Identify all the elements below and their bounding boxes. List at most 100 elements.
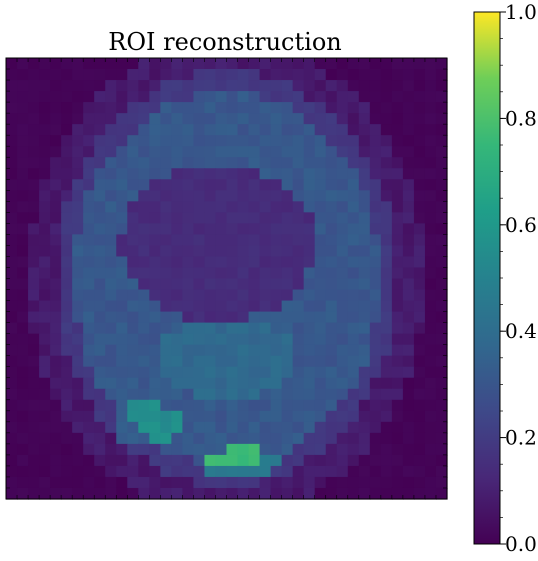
heatmap-cell [293, 477, 305, 489]
heatmap-cell [6, 146, 18, 158]
heatmap-cell [149, 168, 161, 180]
heatmap-cell [193, 234, 205, 246]
heatmap-cell [359, 444, 371, 456]
heatmap-cell [370, 245, 382, 257]
heatmap-cell [436, 267, 448, 279]
heatmap-cell [249, 157, 261, 169]
heatmap-cell [238, 334, 250, 346]
heatmap-cell [204, 290, 216, 302]
heatmap-cell [315, 312, 327, 324]
heatmap-cell [414, 102, 426, 114]
heatmap-cell [204, 69, 216, 81]
heatmap-cell [182, 124, 194, 136]
heatmap-cell [414, 356, 426, 368]
heatmap-cell [215, 256, 227, 268]
heatmap-cell [293, 190, 305, 202]
heatmap-cell [326, 422, 338, 434]
heatmap-cell [182, 223, 194, 235]
heatmap-cell [61, 389, 73, 401]
heatmap-cell [414, 168, 426, 180]
heatmap-cell [337, 400, 349, 412]
heatmap-cell [28, 91, 40, 103]
heatmap-cell [326, 477, 338, 489]
heatmap-cell [17, 157, 29, 169]
heatmap-cell [293, 69, 305, 81]
heatmap-cell [182, 102, 194, 114]
heatmap-cell [50, 422, 62, 434]
heatmap-cell [315, 124, 327, 136]
heatmap-cell [381, 135, 393, 147]
heatmap-cell [105, 113, 117, 125]
heatmap-cell [83, 279, 95, 291]
heatmap-cell [171, 367, 183, 379]
heatmap-cell [83, 323, 95, 335]
heatmap-cell [50, 80, 62, 92]
heatmap-cell [127, 488, 139, 500]
heatmap-cell [227, 334, 239, 346]
heatmap-cell [6, 113, 18, 125]
heatmap-cell [127, 124, 139, 136]
heatmap-cell [160, 113, 172, 125]
heatmap-cell [381, 113, 393, 125]
heatmap-cell [50, 267, 62, 279]
heatmap-cell [359, 69, 371, 81]
heatmap-cell [193, 301, 205, 313]
heatmap-cell [39, 444, 51, 456]
heatmap-cell [359, 179, 371, 191]
heatmap-cell [315, 146, 327, 158]
heatmap-cell [105, 312, 117, 324]
heatmap-cell [204, 422, 216, 434]
heatmap-cell [50, 245, 62, 257]
heatmap-cell [72, 91, 84, 103]
heatmap-cell [83, 168, 95, 180]
heatmap-cell [337, 179, 349, 191]
heatmap-cell [204, 102, 216, 114]
heatmap-cell [403, 290, 415, 302]
heatmap-cell [260, 411, 272, 423]
heatmap-cell [249, 168, 261, 180]
heatmap-cell [260, 58, 272, 70]
heatmap-cell [271, 345, 283, 357]
heatmap-cell [149, 69, 161, 81]
heatmap-cell [315, 135, 327, 147]
heatmap-cell [17, 290, 29, 302]
heatmap-cell [105, 422, 117, 434]
heatmap-cell [304, 102, 316, 114]
heatmap-cell [17, 223, 29, 235]
heatmap-cell [138, 256, 150, 268]
heatmap-cell [282, 124, 294, 136]
heatmap-cell [392, 466, 404, 478]
heatmap-cell [182, 245, 194, 257]
heatmap-cell [249, 356, 261, 368]
heatmap-cell [28, 113, 40, 125]
heatmap-cell [282, 334, 294, 346]
heatmap-cell [249, 290, 261, 302]
heatmap-cell [138, 179, 150, 191]
heatmap-cell [359, 345, 371, 357]
heatmap-cell [138, 113, 150, 125]
heatmap-cell [337, 80, 349, 92]
heatmap-cell [39, 102, 51, 114]
heatmap-cell [238, 212, 250, 224]
heatmap-cell [193, 411, 205, 423]
heatmap-cell [127, 455, 139, 467]
heatmap-cell [182, 444, 194, 456]
heatmap-cell [17, 345, 29, 357]
heatmap-cell [392, 179, 404, 191]
heatmap-cell [149, 433, 161, 445]
heatmap-cell [282, 157, 294, 169]
heatmap-cell [17, 201, 29, 213]
heatmap-cell [116, 455, 128, 467]
heatmap-cell [359, 323, 371, 335]
heatmap-cell [171, 179, 183, 191]
heatmap-cell [215, 290, 227, 302]
heatmap-cell [315, 69, 327, 81]
heatmap-cell [304, 58, 316, 70]
heatmap-cell [370, 168, 382, 180]
heatmap-cell [160, 212, 172, 224]
heatmap-cell [61, 488, 73, 500]
heatmap-cell [425, 124, 437, 136]
heatmap-cell [50, 367, 62, 379]
heatmap-cell [227, 113, 239, 125]
heatmap-cell [326, 234, 338, 246]
